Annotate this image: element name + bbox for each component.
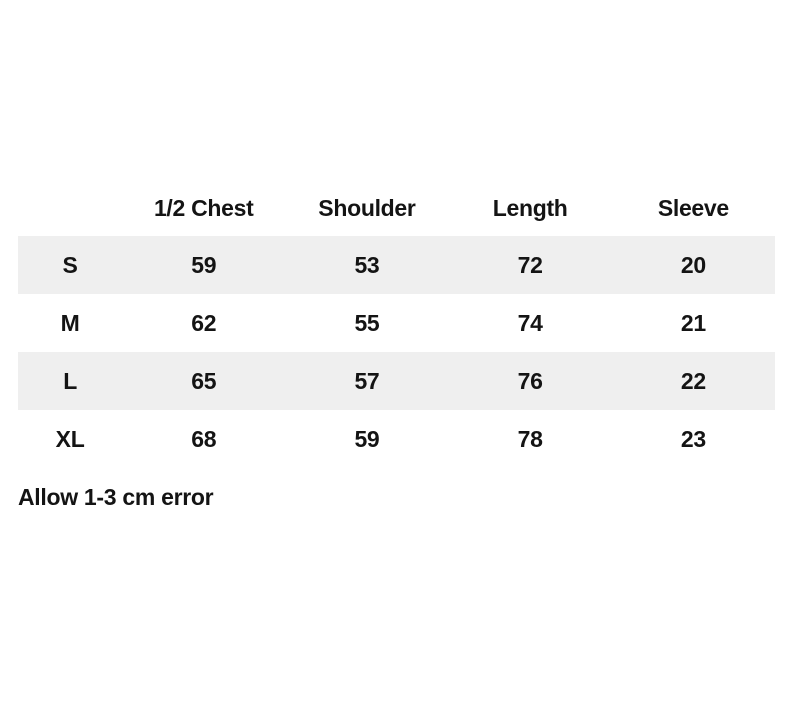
measurement-value: 65 [191, 367, 217, 394]
column-header-sleeve: Sleeve [657, 194, 729, 221]
measurement-value: 57 [354, 367, 380, 394]
measurement-value: 20 [680, 251, 706, 278]
measurement-value: 74 [517, 309, 543, 336]
measurement-value: 78 [517, 425, 543, 452]
header-row: 1/2 Chest Shoulder Length Sleeve [18, 180, 775, 236]
column-header-shoulder: Shoulder [318, 194, 416, 221]
measurement-value: 76 [517, 367, 543, 394]
column-header-1-2-chest: 1/2 Chest [153, 194, 254, 221]
measurement-value: 62 [191, 309, 217, 336]
measurement-value: 55 [354, 309, 380, 336]
size-label: L [63, 367, 77, 394]
measurement-value: 22 [680, 367, 706, 394]
size-chart-container: 1/2 Chest Shoulder Length Sleeve S 59 53 72 20 M… [18, 180, 775, 512]
size-chart-header: 1/2 Chest Shoulder Length Sleeve [18, 180, 775, 236]
table-row-size-l: L 65 57 76 22 [18, 352, 775, 410]
measurement-value: 72 [517, 251, 543, 278]
size-label: S [62, 251, 78, 278]
measurement-value: 68 [191, 425, 217, 452]
measurement-value: 59 [354, 425, 380, 452]
measurement-value: 23 [680, 425, 706, 452]
size-chart-body: S 59 53 72 20 M 62 55 74 21 L 65 57 76 22 XL 68 59 78 23 [18, 236, 775, 468]
table-row-size-m: M 62 55 74 21 [18, 294, 775, 352]
size-label: XL [55, 425, 85, 452]
size-label: M [60, 309, 80, 336]
tolerance-note: Allow 1-3 cm error [18, 484, 214, 510]
table-row-size-xl: XL 68 59 78 23 [18, 410, 775, 468]
size-chart-table: 1/2 Chest Shoulder Length Sleeve S 59 53 72 20 M… [18, 180, 775, 468]
measurement-value: 59 [191, 251, 217, 278]
measurement-value: 53 [354, 251, 380, 278]
table-row-size-s: S 59 53 72 20 [18, 236, 775, 294]
column-header-length: Length [492, 194, 568, 221]
size-column-header [18, 180, 122, 236]
measurement-value: 21 [680, 309, 706, 336]
